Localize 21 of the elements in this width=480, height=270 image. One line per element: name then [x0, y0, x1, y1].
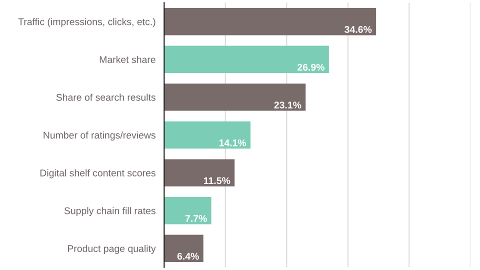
bar: [164, 159, 235, 186]
bar: [164, 121, 251, 149]
data-label: 7.7%: [185, 215, 207, 222]
data-label: 23.1%: [274, 102, 302, 109]
data-label: 11.5%: [204, 177, 230, 184]
data-label: 34.6%: [344, 26, 372, 33]
data-label: 14.1%: [219, 139, 246, 146]
y-tick-label: Share of search results: [56, 94, 156, 101]
y-tick-label: Market share: [100, 56, 156, 64]
y-tick-label: Product page quality: [68, 244, 156, 254]
y-tick-label: Traffic (impressions, clicks, etc.): [18, 18, 156, 28]
bar: [164, 234, 204, 262]
bar: [164, 84, 306, 111]
data-label: 26.9%: [298, 64, 324, 71]
y-tick-label: Supply chain fill rates: [64, 207, 156, 216]
bar: [164, 8, 376, 36]
data-label: 6.4%: [177, 252, 199, 260]
y-tick-label: Number of ratings/reviews: [44, 131, 156, 141]
bar: [164, 46, 329, 74]
bar: [164, 196, 212, 224]
y-tick-label: Digital shelf content scores: [40, 169, 156, 178]
